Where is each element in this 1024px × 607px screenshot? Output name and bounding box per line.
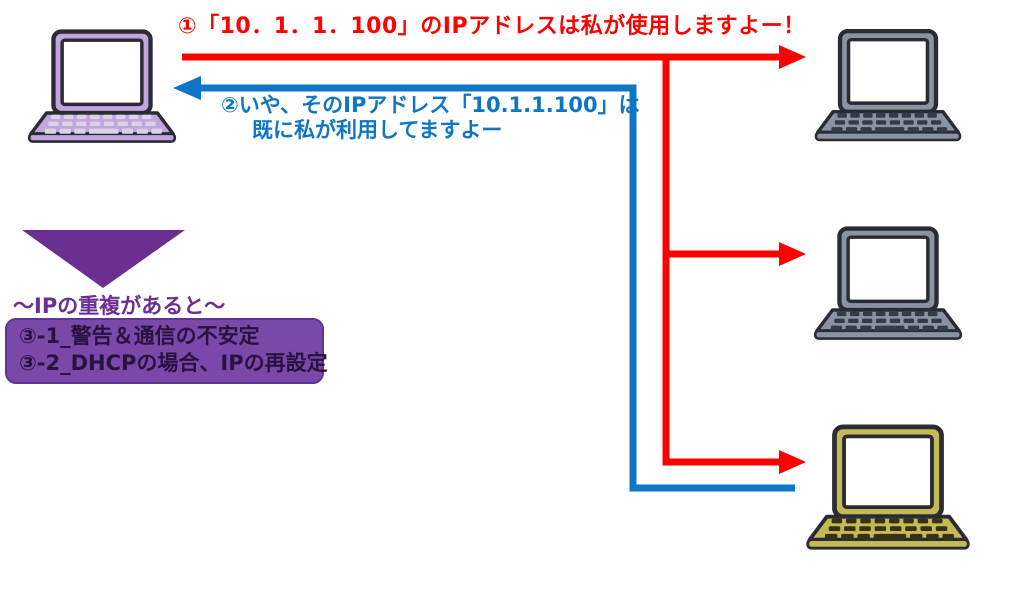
rebuttal-arrowhead <box>173 76 201 100</box>
claim-message: ①「10．1．1．100」のIPアドレスは私が使用しますよー！ <box>178 14 806 39</box>
consequence-item-2: ③-2_DHCPの場合、IPの再設定 <box>19 351 328 375</box>
rebuttal-message-line2: 既に私が利用してますよー <box>252 118 503 142</box>
down-triangle-icon <box>22 230 185 288</box>
consequence-box: ③-1_警告＆通信の不安定 ③-2_DHCPの場合、IPの再設定 <box>5 318 328 384</box>
laptop-current-owner-icon <box>802 420 974 556</box>
rebuttal-message-line1: ②いや、そのIPアドレス「10.1.1.100」は <box>221 93 640 117</box>
laptop-host-middle-icon <box>810 222 966 346</box>
consequence-heading: ～IPの重複があると～ <box>13 294 226 318</box>
claim-arrowhead-middle <box>779 242 806 266</box>
consequence-item-1: ③-1_警告＆通信の不安定 <box>19 324 260 348</box>
laptop-claimant-icon <box>24 24 180 150</box>
rebuttal-arrow-line <box>199 84 795 492</box>
claim-arrow-trunk-line <box>662 57 782 466</box>
rebuttal-message: ②いや、そのIPアドレス「10.1.1.100」は 既に私が利用してますよー <box>221 93 640 143</box>
laptop-host-top-icon <box>810 26 966 146</box>
claim-arrowhead-bottom <box>779 450 806 474</box>
claim-arrowhead-top <box>779 45 806 69</box>
